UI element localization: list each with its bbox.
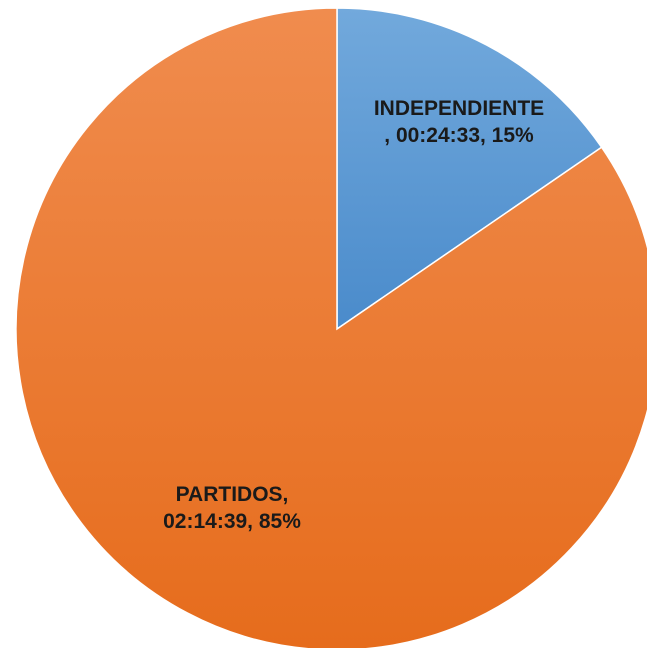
data-label-partidos-line1: PARTIDOS, [175, 483, 289, 506]
data-label-partidos: PARTIDOS, 02:14:39, 85% [132, 481, 332, 535]
data-label-independiente: INDEPENDIENTE , 00:24:33, 15% [343, 95, 575, 149]
pie-slice-independiente [336, 7, 603, 331]
data-label-independiente-line2: , 00:24:33, 15% [384, 124, 534, 147]
data-label-partidos-line2: 02:14:39, 85% [163, 510, 301, 533]
pie-slice-partidos [15, 7, 647, 648]
data-label-independiente-line1: INDEPENDIENTE [373, 97, 545, 120]
